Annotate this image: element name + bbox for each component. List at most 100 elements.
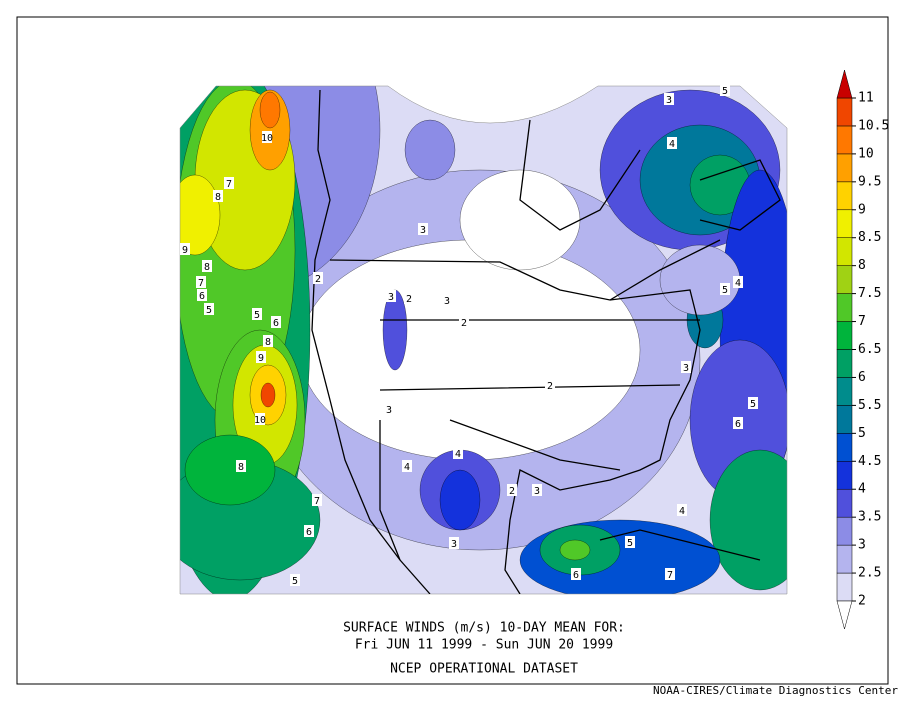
colorbar-bin xyxy=(836,516,853,546)
contour-label: 3 xyxy=(386,405,392,416)
colorbar-bin xyxy=(836,181,853,211)
label-box xyxy=(180,243,190,255)
label-box xyxy=(667,137,677,149)
colorbar-over xyxy=(836,69,853,99)
label-box xyxy=(545,379,555,391)
contour-label: 4 xyxy=(679,506,685,517)
label-box xyxy=(681,361,691,373)
label-box xyxy=(236,460,246,472)
label-box xyxy=(571,568,581,580)
label-box xyxy=(290,574,300,586)
contour-label: 6 xyxy=(735,419,741,430)
contour-label: 7 xyxy=(314,496,320,507)
wind-speed-area xyxy=(260,382,276,408)
colorbar-label: 10 xyxy=(858,146,874,161)
contour-label: 3 xyxy=(683,363,689,374)
coastlines xyxy=(311,89,781,594)
label-box xyxy=(197,289,207,301)
contour-label: 9 xyxy=(182,245,188,256)
frame xyxy=(16,16,889,685)
contour-label: 6 xyxy=(199,291,205,302)
contour-label: 4 xyxy=(669,139,675,150)
colorbar-bin xyxy=(836,265,853,294)
label-box xyxy=(256,351,266,363)
label-box xyxy=(449,537,459,549)
label-box xyxy=(733,417,743,429)
label-box xyxy=(677,504,687,516)
colorbar-label: 4 xyxy=(858,482,866,497)
label-box xyxy=(304,525,314,537)
contour-label: 3 xyxy=(444,296,450,307)
label-box xyxy=(402,460,412,472)
colorbar-bin xyxy=(836,321,853,350)
colorbar-bin xyxy=(836,405,853,434)
label-box xyxy=(665,568,675,580)
colorbar-label: 2.5 xyxy=(858,566,881,581)
contour-label: 5 xyxy=(722,86,728,97)
colorbar-under xyxy=(836,600,853,630)
wind-speed-area xyxy=(709,449,787,591)
colorbar-label: 5.5 xyxy=(858,398,881,413)
contour-label: 8 xyxy=(238,462,244,473)
label-box xyxy=(748,397,758,409)
contour-label: 2 xyxy=(547,381,553,392)
colorbar-bin xyxy=(836,153,853,183)
contour-label: 9 xyxy=(258,353,264,364)
contour-label: 8 xyxy=(204,262,210,273)
colorbar-label: 10.5 xyxy=(858,118,889,133)
contour-label: 5 xyxy=(292,576,298,587)
label-box xyxy=(255,413,265,425)
colorbar-bin xyxy=(836,125,853,155)
colorbar-bin xyxy=(836,572,853,602)
label-box xyxy=(196,276,206,288)
contour-label: 8 xyxy=(215,192,221,203)
colorbar-bin xyxy=(836,97,853,127)
contour-label: 4 xyxy=(735,278,741,289)
contour-label: 2 xyxy=(509,486,515,497)
label-box xyxy=(213,190,223,202)
contour-label: 6 xyxy=(573,570,579,581)
colorbar-label: 6.5 xyxy=(858,342,881,357)
colorbar-bin xyxy=(836,544,853,574)
label-box xyxy=(204,303,214,315)
label-box xyxy=(625,536,635,548)
label-box xyxy=(202,260,212,272)
colorbar-bin xyxy=(836,433,853,462)
contour-label: 2 xyxy=(406,294,412,305)
wind-speed-area xyxy=(184,434,276,506)
label-box xyxy=(459,316,469,328)
label-box xyxy=(263,335,273,347)
colorbar-label: 5 xyxy=(858,426,866,441)
label-box xyxy=(532,484,542,496)
label-box xyxy=(507,484,517,496)
colorbar-label: 3 xyxy=(858,538,866,553)
colorbar-bin xyxy=(836,377,853,406)
label-box xyxy=(442,294,452,306)
colorbar-bin xyxy=(836,488,853,518)
colorbar-label: 3.5 xyxy=(858,510,881,525)
colorbar-label: 7 xyxy=(858,314,866,329)
caption-title: SURFACE WINDS (m/s) 10-DAY MEAN FOR: xyxy=(343,621,625,636)
caption-dates: Fri JUN 11 1999 - Sun JUN 20 1999 xyxy=(355,638,613,653)
contour-label: 5 xyxy=(627,538,633,549)
label-box xyxy=(262,131,272,143)
contour-label: 7 xyxy=(226,179,232,190)
contour-label: 4 xyxy=(455,449,461,460)
wind-speed-area xyxy=(259,91,281,129)
colorbar-label: 8 xyxy=(858,258,866,273)
colorbar-label: 8.5 xyxy=(858,230,881,245)
colorbar-label: 2 xyxy=(858,594,866,609)
contour-label: 4 xyxy=(404,462,410,473)
contour-label: 3 xyxy=(451,539,457,550)
credit: NOAA-CIRES/Climate Diagnostics Center xyxy=(653,684,898,697)
contour-label: 5 xyxy=(206,305,212,316)
colorbar-bin xyxy=(836,349,853,378)
contour-label: 3 xyxy=(666,95,672,106)
colorbar-label: 11 xyxy=(858,91,874,106)
contour-label: 7 xyxy=(667,570,673,581)
wind-map xyxy=(180,86,787,594)
contour-label: 5 xyxy=(722,285,728,296)
contour-label: 10 xyxy=(254,415,266,426)
label-box xyxy=(733,276,743,288)
colorbar-label: 6 xyxy=(858,370,866,385)
